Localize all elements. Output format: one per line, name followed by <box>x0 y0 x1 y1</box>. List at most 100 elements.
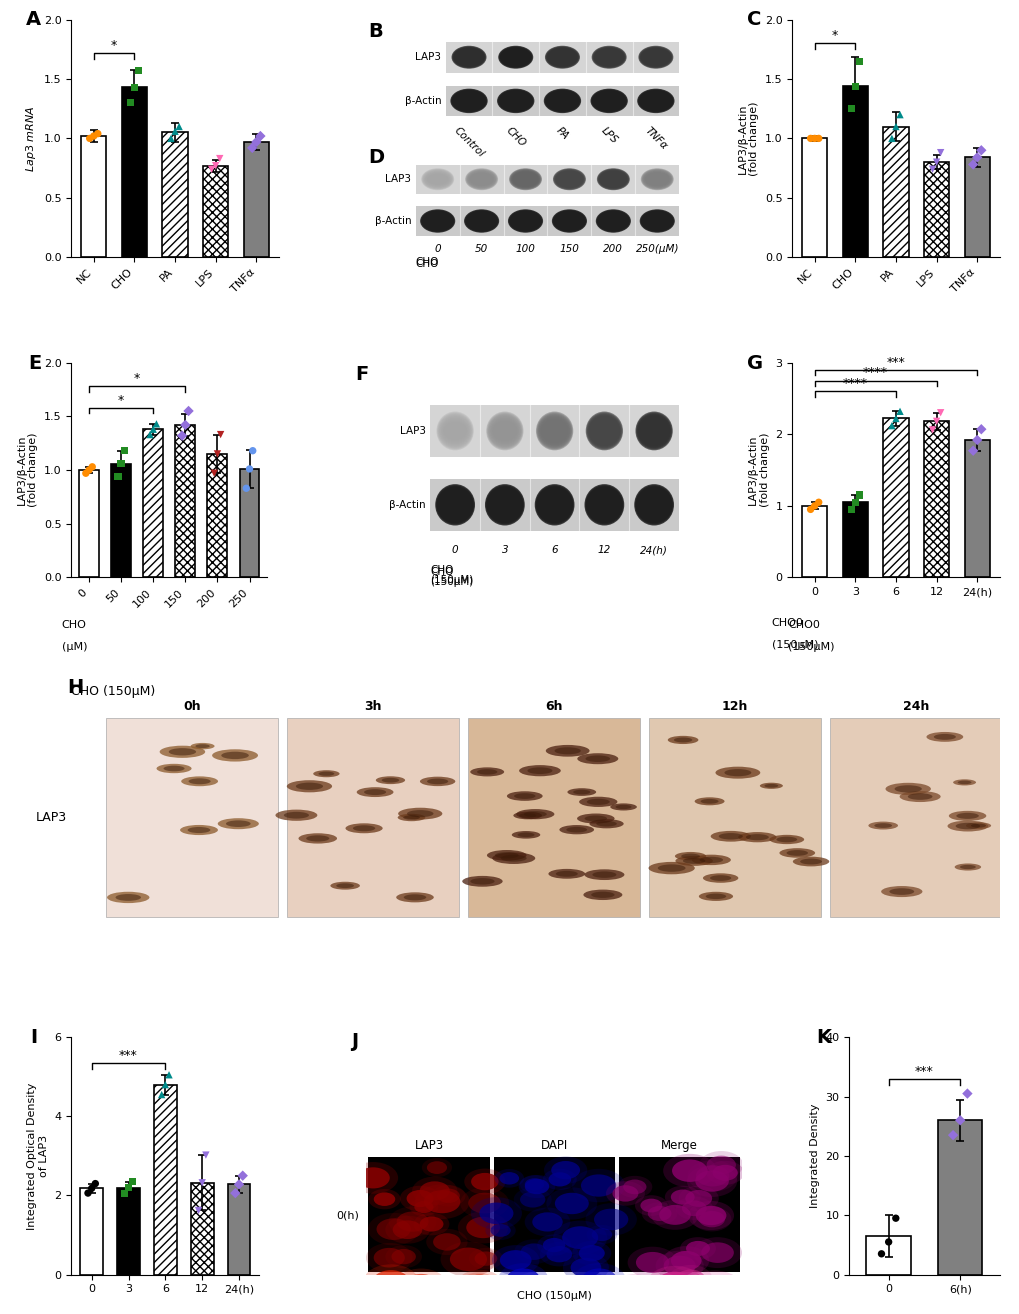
Circle shape <box>552 1221 606 1255</box>
Circle shape <box>564 1297 591 1314</box>
Circle shape <box>530 1310 551 1314</box>
Circle shape <box>115 894 141 901</box>
Ellipse shape <box>640 418 667 444</box>
Circle shape <box>187 827 210 833</box>
Text: ****: **** <box>862 367 888 380</box>
Circle shape <box>686 1240 709 1256</box>
Ellipse shape <box>492 422 517 440</box>
Ellipse shape <box>501 93 529 109</box>
Ellipse shape <box>465 210 498 233</box>
Ellipse shape <box>421 168 453 191</box>
Ellipse shape <box>490 418 519 444</box>
Circle shape <box>566 827 587 833</box>
Circle shape <box>663 1256 695 1276</box>
Ellipse shape <box>643 95 667 108</box>
Circle shape <box>479 1202 513 1225</box>
Circle shape <box>345 824 382 833</box>
Ellipse shape <box>550 51 573 63</box>
Ellipse shape <box>468 213 495 229</box>
Text: 12h: 12h <box>721 700 748 712</box>
Ellipse shape <box>453 92 484 110</box>
Point <box>882 415 899 436</box>
Point <box>972 419 988 440</box>
Circle shape <box>368 1213 419 1246</box>
Text: PA: PA <box>553 125 570 141</box>
Ellipse shape <box>511 171 539 188</box>
Ellipse shape <box>636 414 671 448</box>
Bar <box>829 717 1001 917</box>
Ellipse shape <box>600 172 625 187</box>
Circle shape <box>556 1293 597 1314</box>
Circle shape <box>524 1179 544 1190</box>
Ellipse shape <box>489 490 520 519</box>
Circle shape <box>585 756 609 762</box>
Ellipse shape <box>593 47 625 67</box>
Ellipse shape <box>498 46 532 68</box>
Ellipse shape <box>593 423 614 439</box>
Point <box>843 499 859 520</box>
Ellipse shape <box>598 96 620 106</box>
Circle shape <box>699 1151 743 1179</box>
Bar <box>79 470 99 577</box>
Bar <box>117 1188 140 1275</box>
Ellipse shape <box>503 95 527 106</box>
Ellipse shape <box>642 170 672 188</box>
Ellipse shape <box>551 53 573 62</box>
Circle shape <box>664 1185 700 1209</box>
Text: E: E <box>29 353 42 373</box>
Ellipse shape <box>634 484 674 526</box>
Point <box>110 466 126 487</box>
Ellipse shape <box>503 51 527 63</box>
Point <box>177 414 194 435</box>
Ellipse shape <box>535 411 573 451</box>
Circle shape <box>646 1265 702 1301</box>
Text: (150μM): (150μM) <box>430 576 473 585</box>
Ellipse shape <box>637 88 674 113</box>
Circle shape <box>440 1242 496 1277</box>
Ellipse shape <box>539 418 569 444</box>
Ellipse shape <box>637 89 674 113</box>
Circle shape <box>532 1213 562 1231</box>
Circle shape <box>648 1294 666 1306</box>
Circle shape <box>508 1284 538 1303</box>
Ellipse shape <box>595 93 622 108</box>
Text: 3: 3 <box>501 545 507 556</box>
Bar <box>842 502 867 577</box>
Ellipse shape <box>492 420 517 442</box>
Circle shape <box>693 1238 741 1268</box>
Point <box>847 491 863 512</box>
Circle shape <box>546 1246 572 1263</box>
Circle shape <box>709 875 731 880</box>
Circle shape <box>391 1309 437 1314</box>
Ellipse shape <box>639 209 675 233</box>
Ellipse shape <box>452 47 485 67</box>
Ellipse shape <box>645 53 665 62</box>
Ellipse shape <box>427 175 447 184</box>
Ellipse shape <box>640 168 674 191</box>
Ellipse shape <box>602 173 624 185</box>
Ellipse shape <box>504 96 527 106</box>
Circle shape <box>368 1189 400 1209</box>
Circle shape <box>619 1280 649 1300</box>
Circle shape <box>296 783 323 790</box>
Circle shape <box>429 1279 475 1307</box>
Ellipse shape <box>550 95 574 106</box>
Circle shape <box>671 1251 701 1271</box>
Point <box>891 104 907 125</box>
Circle shape <box>672 1159 707 1181</box>
Ellipse shape <box>452 91 485 110</box>
Circle shape <box>705 1160 744 1185</box>
Ellipse shape <box>638 46 673 68</box>
Ellipse shape <box>439 490 471 519</box>
Point <box>851 485 867 506</box>
Bar <box>468 717 639 917</box>
Circle shape <box>692 1206 731 1231</box>
Circle shape <box>519 765 560 777</box>
Circle shape <box>542 1168 576 1190</box>
Circle shape <box>525 1300 558 1314</box>
Ellipse shape <box>497 46 533 68</box>
Circle shape <box>615 804 631 809</box>
Ellipse shape <box>441 419 468 443</box>
Ellipse shape <box>469 214 493 229</box>
Ellipse shape <box>498 89 533 112</box>
